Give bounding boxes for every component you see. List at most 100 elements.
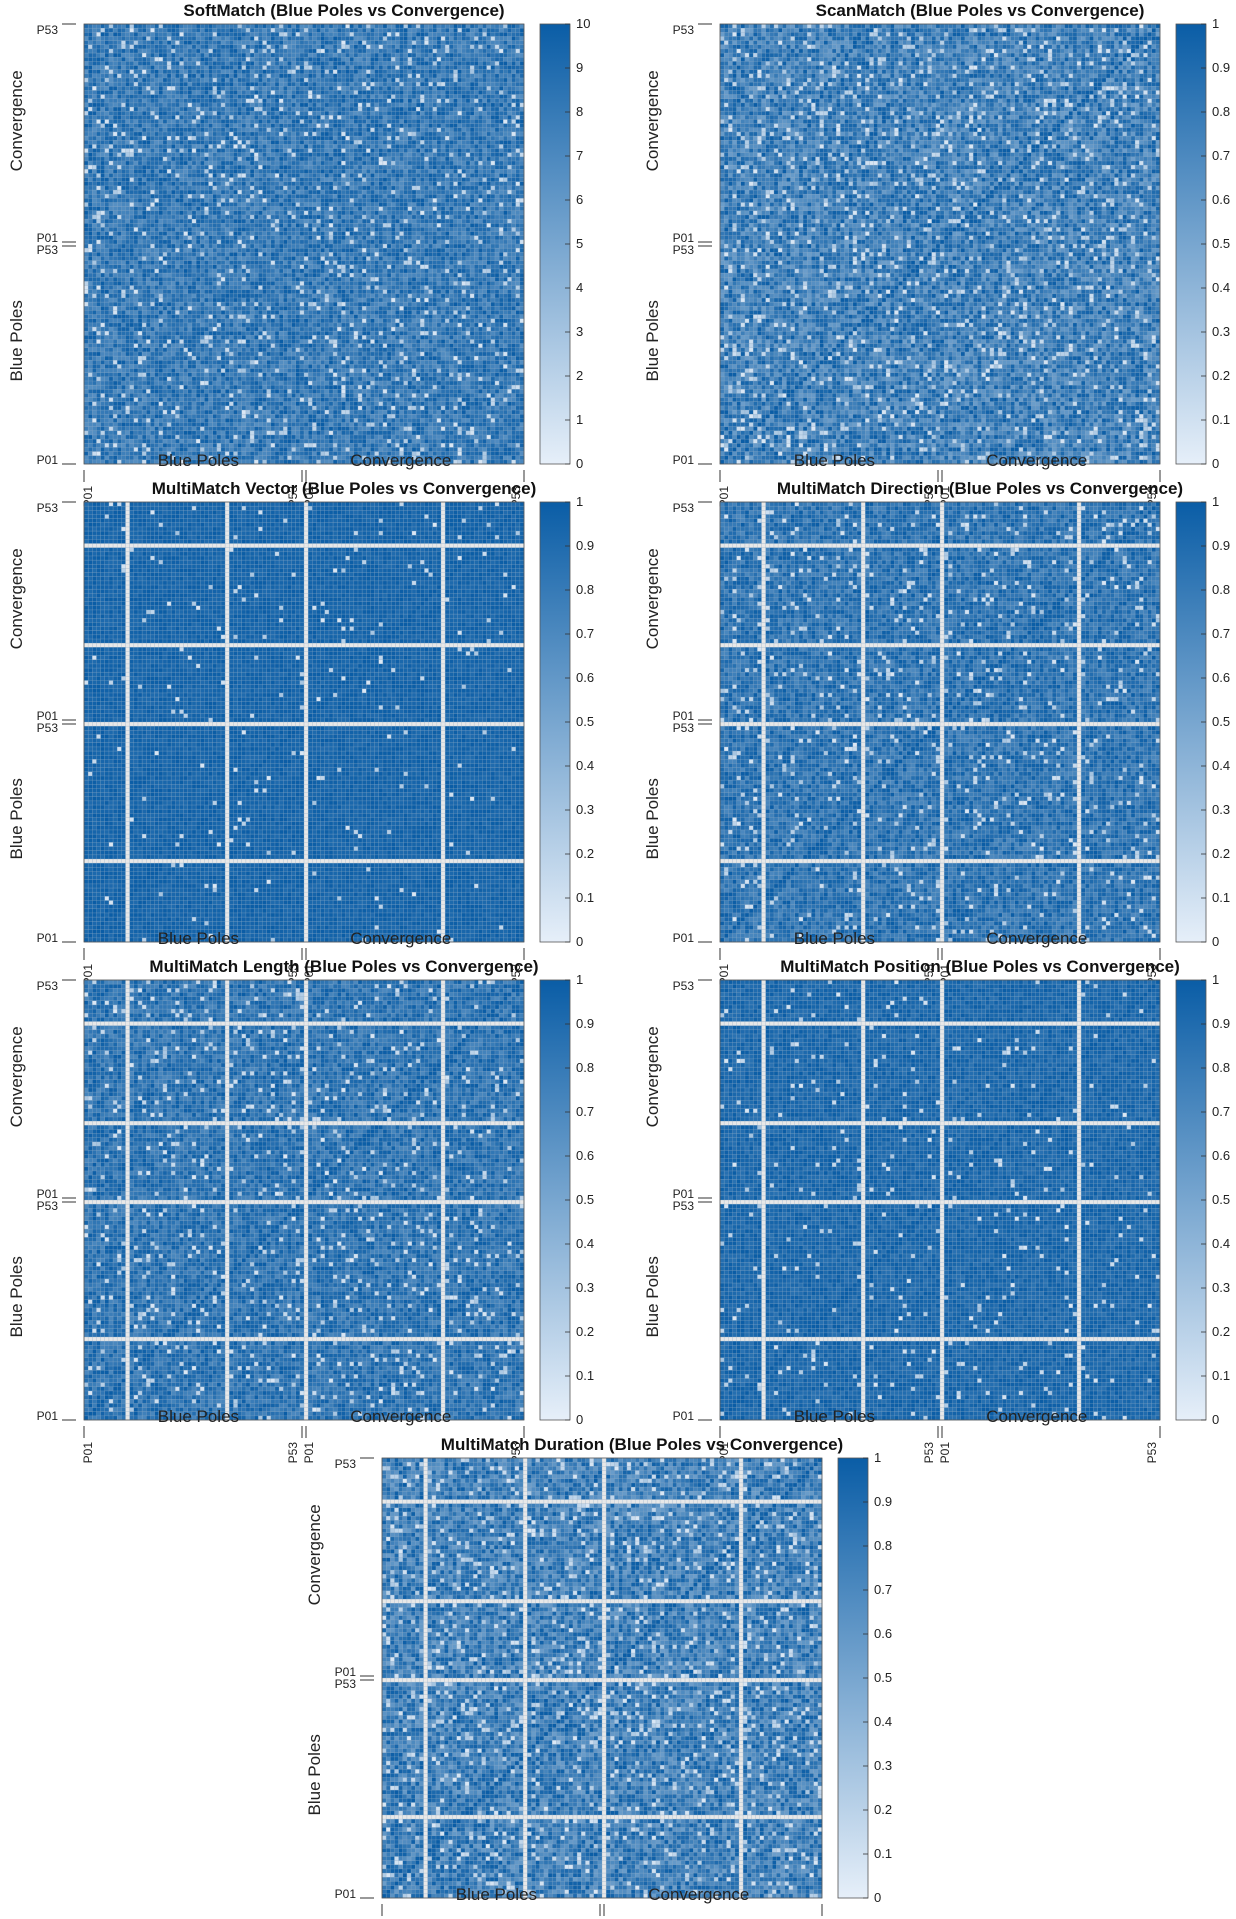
heatmap-cell bbox=[507, 95, 511, 99]
heatmap-cell bbox=[275, 32, 279, 36]
heatmap-cell bbox=[150, 128, 154, 132]
heatmap-cell bbox=[312, 36, 316, 40]
heatmap-cell bbox=[312, 140, 316, 144]
heatmap-cell bbox=[121, 169, 125, 173]
heatmap-cell bbox=[126, 219, 130, 223]
heatmap-cell bbox=[503, 161, 507, 165]
heatmap-cell bbox=[250, 153, 254, 157]
heatmap-cell bbox=[462, 57, 466, 61]
heatmap-cell bbox=[495, 111, 499, 115]
heatmap-cell bbox=[117, 186, 121, 190]
heatmap-cell bbox=[96, 119, 100, 123]
heatmap-cell bbox=[300, 178, 304, 182]
heatmap-cell bbox=[117, 32, 121, 36]
heatmap-cell bbox=[126, 111, 130, 115]
heatmap-cell bbox=[109, 186, 113, 190]
heatmap-cell bbox=[445, 161, 449, 165]
heatmap-cell bbox=[96, 111, 100, 115]
heatmap-cell bbox=[304, 53, 308, 57]
heatmap-cell bbox=[321, 202, 325, 206]
heatmap-cell bbox=[105, 153, 109, 157]
heatmap-cell bbox=[196, 36, 200, 40]
heatmap-cell bbox=[155, 103, 159, 107]
heatmap-cell bbox=[300, 165, 304, 169]
heatmap-cell bbox=[470, 28, 474, 32]
heatmap-cell bbox=[209, 74, 213, 78]
heatmap-cell bbox=[221, 111, 225, 115]
heatmap-cell bbox=[204, 198, 208, 202]
heatmap-cell bbox=[167, 211, 171, 215]
heatmap-cell bbox=[466, 66, 470, 70]
heatmap-cell bbox=[491, 82, 495, 86]
heatmap-cell bbox=[92, 182, 96, 186]
heatmap-cell bbox=[171, 49, 175, 53]
heatmap-cell bbox=[200, 24, 204, 28]
heatmap-cell bbox=[503, 119, 507, 123]
heatmap-cell bbox=[325, 124, 329, 128]
heatmap-cell bbox=[487, 124, 491, 128]
heatmap-cell bbox=[379, 53, 383, 57]
heatmap-cell bbox=[375, 144, 379, 148]
heatmap-cell bbox=[387, 111, 391, 115]
heatmap-cell bbox=[312, 45, 316, 49]
heatmap-cell bbox=[337, 119, 341, 123]
heatmap-cell bbox=[134, 66, 138, 70]
heatmap-cell bbox=[366, 211, 370, 215]
heatmap-cell bbox=[213, 140, 217, 144]
heatmap-cell bbox=[184, 207, 188, 211]
heatmap-cell bbox=[179, 86, 183, 90]
heatmap-cell bbox=[126, 41, 130, 45]
heatmap-cell bbox=[217, 61, 221, 65]
heatmap-cell bbox=[458, 124, 462, 128]
heatmap-cell bbox=[150, 157, 154, 161]
heatmap-cell bbox=[404, 32, 408, 36]
heatmap-cell bbox=[238, 132, 242, 136]
heatmap-cell bbox=[150, 53, 154, 57]
heatmap-cell bbox=[175, 82, 179, 86]
heatmap-cell bbox=[233, 194, 237, 198]
heatmap-cell bbox=[503, 74, 507, 78]
heatmap-cell bbox=[105, 186, 109, 190]
heatmap-cell bbox=[512, 57, 516, 61]
heatmap-cell bbox=[117, 70, 121, 74]
heatmap-cell bbox=[395, 136, 399, 140]
heatmap-cell bbox=[520, 211, 524, 215]
heatmap-cell bbox=[358, 194, 362, 198]
heatmap-cell bbox=[507, 182, 511, 186]
heatmap-cell bbox=[312, 157, 316, 161]
heatmap-cell bbox=[117, 82, 121, 86]
heatmap-cell bbox=[159, 119, 163, 123]
heatmap-cell bbox=[321, 215, 325, 219]
heatmap-cell bbox=[325, 90, 329, 94]
heatmap-cell bbox=[267, 49, 271, 53]
heatmap-cell bbox=[192, 45, 196, 49]
heatmap-cell bbox=[433, 153, 437, 157]
heatmap-cell bbox=[155, 49, 159, 53]
heatmap-cell bbox=[117, 202, 121, 206]
heatmap-cell bbox=[491, 111, 495, 115]
heatmap-cell bbox=[242, 173, 246, 177]
heatmap-cell bbox=[225, 115, 229, 119]
heatmap-cell bbox=[308, 173, 312, 177]
heatmap-cell bbox=[192, 161, 196, 165]
heatmap-cell bbox=[325, 178, 329, 182]
heatmap-cell bbox=[487, 149, 491, 153]
heatmap-cell bbox=[420, 194, 424, 198]
heatmap-cell bbox=[271, 99, 275, 103]
heatmap-cell bbox=[404, 153, 408, 157]
heatmap-cell bbox=[267, 61, 271, 65]
heatmap-cell bbox=[105, 107, 109, 111]
heatmap-cell bbox=[146, 194, 150, 198]
heatmap-cell bbox=[262, 194, 266, 198]
heatmap-cell bbox=[358, 182, 362, 186]
heatmap-cell bbox=[213, 49, 217, 53]
heatmap-cell bbox=[437, 90, 441, 94]
heatmap-cell bbox=[495, 49, 499, 53]
heatmap-cell bbox=[246, 157, 250, 161]
heatmap-cell bbox=[341, 182, 345, 186]
heatmap-cell bbox=[96, 57, 100, 61]
heatmap-cell bbox=[254, 107, 258, 111]
heatmap-cell bbox=[453, 190, 457, 194]
heatmap-cell bbox=[312, 178, 316, 182]
heatmap-cell bbox=[453, 45, 457, 49]
